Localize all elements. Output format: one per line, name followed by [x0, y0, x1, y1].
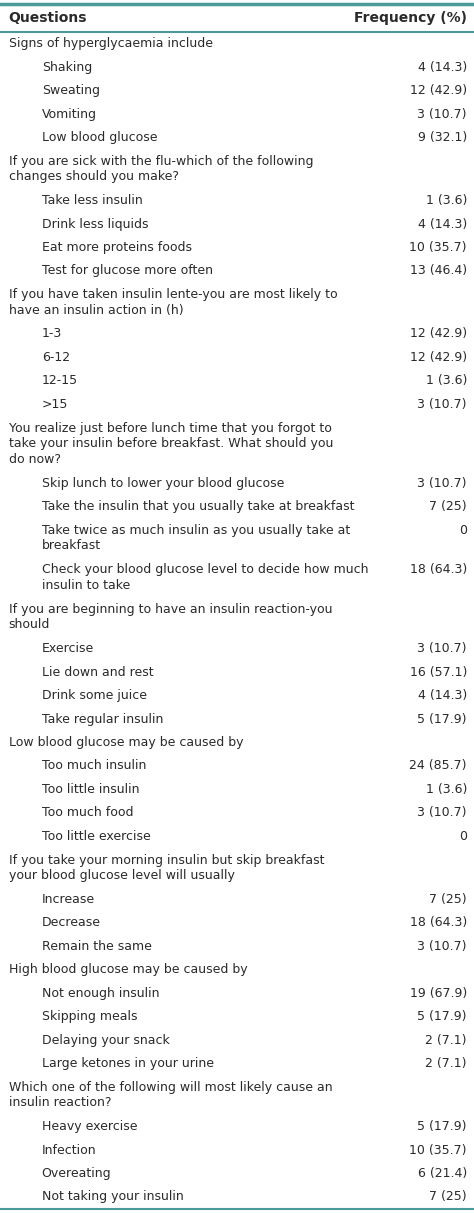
Text: 5 (17.9): 5 (17.9) [418, 1010, 467, 1024]
Text: Too much food: Too much food [42, 807, 133, 820]
Text: Too much insulin: Too much insulin [42, 759, 146, 773]
Text: Take regular insulin: Take regular insulin [42, 712, 163, 725]
Text: 6 (21.4): 6 (21.4) [418, 1167, 467, 1180]
Text: 12 (42.9): 12 (42.9) [410, 84, 467, 97]
Text: Check your blood glucose level to decide how much
insulin to take: Check your blood glucose level to decide… [42, 564, 368, 592]
Text: 2 (7.1): 2 (7.1) [425, 1058, 467, 1070]
Text: You realize just before lunch time that you forgot to
take your insulin before b: You realize just before lunch time that … [9, 422, 333, 466]
Text: 0: 0 [459, 830, 467, 843]
Text: 3 (10.7): 3 (10.7) [418, 807, 467, 820]
Text: If you take your morning insulin but skip breakfast
your blood glucose level wil: If you take your morning insulin but ski… [9, 854, 324, 882]
Text: 19 (67.9): 19 (67.9) [410, 986, 467, 1000]
Text: Skip lunch to lower your blood glucose: Skip lunch to lower your blood glucose [42, 477, 284, 490]
Text: 12-15: 12-15 [42, 375, 78, 387]
Text: 9 (32.1): 9 (32.1) [418, 131, 467, 144]
Text: 3 (10.7): 3 (10.7) [418, 398, 467, 411]
Text: Too little exercise: Too little exercise [42, 830, 150, 843]
Text: 3 (10.7): 3 (10.7) [418, 108, 467, 120]
Text: Take twice as much insulin as you usually take at
breakfast: Take twice as much insulin as you usuall… [42, 524, 350, 552]
Text: 1 (3.6): 1 (3.6) [426, 194, 467, 207]
Text: Sweating: Sweating [42, 84, 100, 97]
Text: 12 (42.9): 12 (42.9) [410, 328, 467, 341]
Text: 3 (10.7): 3 (10.7) [418, 642, 467, 655]
Text: 5 (17.9): 5 (17.9) [418, 712, 467, 725]
Text: 4 (14.3): 4 (14.3) [418, 217, 467, 230]
Text: 6-12: 6-12 [42, 351, 70, 364]
Text: 2 (7.1): 2 (7.1) [425, 1033, 467, 1047]
Text: Not taking your insulin: Not taking your insulin [42, 1190, 183, 1203]
Text: 10 (35.7): 10 (35.7) [410, 241, 467, 254]
Text: If you are sick with the flu-which of the following
changes should you make?: If you are sick with the flu-which of th… [9, 155, 313, 183]
Text: 10 (35.7): 10 (35.7) [410, 1144, 467, 1156]
Text: 24 (85.7): 24 (85.7) [410, 759, 467, 773]
Text: 18 (64.3): 18 (64.3) [410, 916, 467, 929]
Text: Drink some juice: Drink some juice [42, 689, 147, 702]
Text: Questions: Questions [9, 11, 87, 25]
Text: Large ketones in your urine: Large ketones in your urine [42, 1058, 214, 1070]
Text: Low blood glucose may be caused by: Low blood glucose may be caused by [9, 736, 243, 748]
Text: 3 (10.7): 3 (10.7) [418, 940, 467, 952]
Text: Drink less liquids: Drink less liquids [42, 217, 148, 230]
Text: 16 (57.1): 16 (57.1) [410, 666, 467, 678]
Text: 0: 0 [459, 524, 467, 536]
Text: Signs of hyperglycaemia include: Signs of hyperglycaemia include [9, 38, 212, 50]
Text: 5 (17.9): 5 (17.9) [418, 1120, 467, 1133]
Text: Decrease: Decrease [42, 916, 100, 929]
Text: If you are beginning to have an insulin reaction-you
should: If you are beginning to have an insulin … [9, 603, 332, 632]
Text: 1-3: 1-3 [42, 328, 62, 341]
Text: 1 (3.6): 1 (3.6) [426, 782, 467, 796]
Text: Take less insulin: Take less insulin [42, 194, 143, 207]
Text: 4 (14.3): 4 (14.3) [418, 689, 467, 702]
Text: Lie down and rest: Lie down and rest [42, 666, 153, 678]
Text: 7 (25): 7 (25) [429, 500, 467, 513]
Text: Too little insulin: Too little insulin [42, 782, 139, 796]
Text: 12 (42.9): 12 (42.9) [410, 351, 467, 364]
Text: Which one of the following will most likely cause an
insulin reaction?: Which one of the following will most lik… [9, 1081, 332, 1110]
Text: >15: >15 [42, 398, 68, 411]
Text: High blood glucose may be caused by: High blood glucose may be caused by [9, 963, 247, 976]
Text: Not enough insulin: Not enough insulin [42, 986, 159, 1000]
Text: 1 (3.6): 1 (3.6) [426, 375, 467, 387]
Text: Increase: Increase [42, 893, 95, 906]
Text: 7 (25): 7 (25) [429, 893, 467, 906]
Text: Shaking: Shaking [42, 61, 92, 74]
Text: 13 (46.4): 13 (46.4) [410, 264, 467, 278]
Text: Frequency (%): Frequency (%) [354, 11, 467, 25]
Text: Remain the same: Remain the same [42, 940, 152, 952]
Text: Low blood glucose: Low blood glucose [42, 131, 157, 144]
Text: Delaying your snack: Delaying your snack [42, 1033, 170, 1047]
Text: 3 (10.7): 3 (10.7) [418, 477, 467, 490]
Text: Overeating: Overeating [42, 1167, 111, 1180]
Text: If you have taken insulin lente-you are most likely to
have an insulin action in: If you have taken insulin lente-you are … [9, 289, 337, 317]
Text: Skipping meals: Skipping meals [42, 1010, 137, 1024]
Text: Test for glucose more often: Test for glucose more often [42, 264, 213, 278]
Text: 7 (25): 7 (25) [429, 1190, 467, 1203]
Text: Take the insulin that you usually take at breakfast: Take the insulin that you usually take a… [42, 500, 354, 513]
Text: Eat more proteins foods: Eat more proteins foods [42, 241, 191, 254]
Text: 4 (14.3): 4 (14.3) [418, 61, 467, 74]
Text: Heavy exercise: Heavy exercise [42, 1120, 137, 1133]
Text: Infection: Infection [42, 1144, 96, 1156]
Text: Vomiting: Vomiting [42, 108, 97, 120]
Text: 18 (64.3): 18 (64.3) [410, 563, 467, 576]
Text: Exercise: Exercise [42, 642, 94, 655]
